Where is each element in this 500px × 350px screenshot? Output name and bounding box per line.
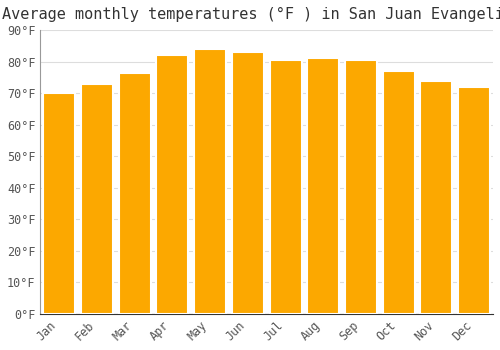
Bar	[458, 87, 490, 314]
Bar	[345, 60, 377, 314]
Bar	[156, 55, 188, 314]
Title: Average monthly temperatures (°F ) in San Juan Evangelista: Average monthly temperatures (°F ) in Sa…	[2, 7, 500, 22]
Bar	[118, 73, 150, 314]
Bar	[43, 93, 75, 314]
Bar	[382, 71, 415, 314]
Bar	[270, 60, 302, 314]
Bar	[307, 58, 340, 314]
Bar	[232, 52, 264, 314]
Bar	[81, 84, 113, 314]
Bar	[194, 49, 226, 314]
Bar	[420, 80, 452, 314]
